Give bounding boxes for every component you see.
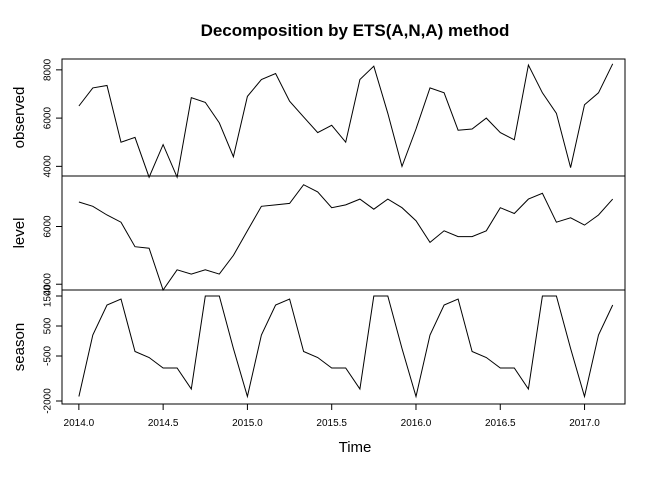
y-tick-label: 6000 bbox=[43, 107, 54, 130]
panel-level: 4000 6000 level bbox=[11, 175, 626, 296]
x-tick-label: 2017.0 bbox=[569, 418, 600, 429]
panels: 4000 6000 8000 observed 4000 6000 level -2000 -5… bbox=[11, 58, 626, 414]
x-tick-label: 2016.5 bbox=[485, 418, 516, 429]
panel-frame bbox=[61, 175, 626, 291]
panel-label-observed: observed bbox=[11, 87, 28, 149]
y-tick-label: -2000 bbox=[43, 388, 54, 414]
x-tick-label: 2015.0 bbox=[232, 418, 263, 429]
panel-frame bbox=[61, 289, 626, 405]
x-tick-label: 2015.5 bbox=[316, 418, 347, 429]
x-tick-label: 2014.0 bbox=[64, 418, 95, 429]
y-tick-label: 1500 bbox=[43, 284, 54, 307]
panel-label-level: level bbox=[11, 218, 28, 249]
chart-title: Decomposition by ETS(A,N,A) method bbox=[201, 21, 510, 40]
series-line-season bbox=[78, 295, 614, 399]
panel-observed: 4000 6000 8000 observed bbox=[11, 58, 626, 179]
panel-season: -2000 -500 500 1500 season bbox=[11, 284, 626, 414]
x-axis-label: Time bbox=[339, 439, 372, 456]
y-tick-label: 6000 bbox=[43, 215, 54, 238]
x-tick-label: 2016.0 bbox=[401, 418, 432, 429]
x-tick-label: 2014.5 bbox=[148, 418, 179, 429]
y-tick-label: 4000 bbox=[43, 155, 54, 178]
x-axis: 2014.0 2014.5 2015.0 2015.5 2016.0 2016.5 2017… bbox=[64, 404, 600, 429]
panel-label-season: season bbox=[11, 323, 28, 371]
series-line-level bbox=[78, 184, 614, 292]
y-tick-label: 8000 bbox=[43, 58, 54, 81]
y-tick-label: 500 bbox=[43, 317, 54, 334]
y-tick-label: 4000 bbox=[43, 273, 54, 296]
y-tick-label: -500 bbox=[43, 346, 54, 366]
panel-frame bbox=[61, 58, 626, 177]
series-line-observed bbox=[78, 63, 614, 179]
